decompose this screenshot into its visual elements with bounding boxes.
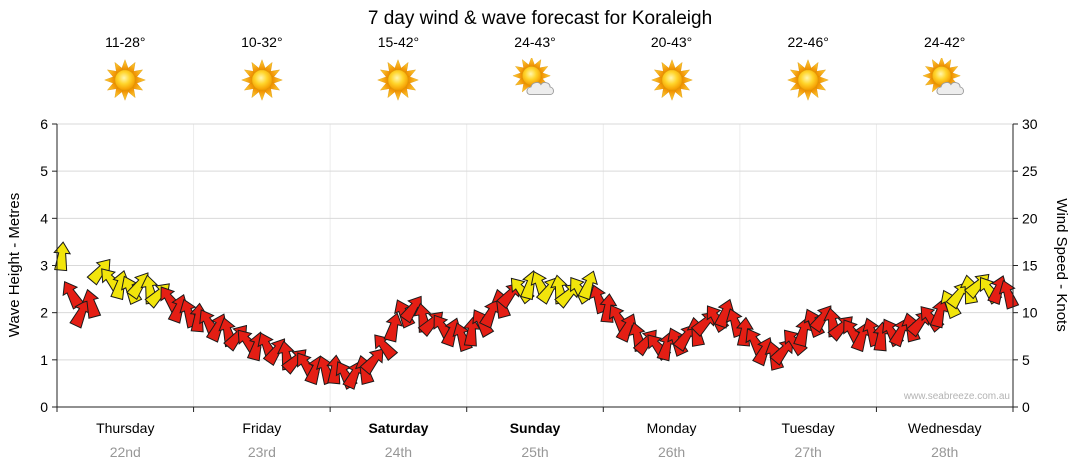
temp-range-saturday: 15-42°: [377, 34, 420, 50]
day-label-wednesday: Wednesday: [907, 420, 982, 436]
partly-cloudy-icon: [922, 58, 968, 102]
left-axis-label: Wave Height - Metres: [6, 192, 23, 338]
temp-range-thursday: 11-28°: [105, 34, 146, 50]
temp-range-sunday: 24-43°: [514, 34, 556, 50]
day-label-friday: Friday: [242, 420, 282, 436]
wind-arrow: [383, 312, 403, 343]
temp-range-tuesday: 22-46°: [787, 34, 829, 50]
wave-tick: 1: [40, 352, 48, 368]
partly-cloudy-icon: [512, 58, 558, 102]
wave-tick: 5: [40, 163, 48, 179]
knots-tick: 25: [1022, 163, 1038, 179]
sun-disc: [661, 69, 683, 91]
knots-tick: 20: [1022, 210, 1038, 226]
day-date-sunday: 25th: [521, 444, 549, 460]
chart-title: 7 day wind & wave forecast for Koraleigh: [367, 8, 713, 29]
day-date-friday: 23rd: [247, 444, 276, 460]
day-date-wednesday: 28th: [931, 444, 959, 460]
wave-tick: 3: [40, 258, 48, 274]
watermark: www.seabreeze.com.au: [903, 391, 1010, 402]
knots-tick: 15: [1022, 258, 1038, 274]
cloud-shape: [936, 82, 964, 96]
cloud-shape: [526, 82, 554, 96]
day-label-tuesday: Tuesday: [781, 420, 835, 436]
day-date-saturday: 24th: [384, 444, 413, 460]
sunny-icon: [239, 58, 285, 102]
day-date-thursday: 22nd: [109, 444, 141, 460]
wave-tick: 0: [40, 399, 48, 415]
knots-tick: 10: [1022, 305, 1038, 321]
wave-tick: 2: [40, 305, 48, 321]
temp-range-monday: 20-43°: [650, 34, 693, 50]
knots-tick: 30: [1022, 116, 1038, 132]
wind-arrow: [81, 288, 102, 319]
sunny-icon: [102, 58, 148, 102]
sun-disc: [251, 69, 273, 91]
sun-disc: [797, 69, 819, 91]
day-label-monday: Monday: [646, 420, 697, 436]
sun-disc: [387, 69, 409, 91]
day-label-saturday: Saturday: [368, 420, 429, 436]
sunny-icon: [649, 58, 695, 102]
temp-range-friday: 10-32°: [241, 34, 283, 50]
day-date-tuesday: 27th: [794, 444, 822, 460]
knots-tick: 5: [1022, 352, 1030, 368]
wave-tick: 4: [40, 210, 48, 226]
sunny-icon: [785, 58, 831, 102]
knots-tick: 0: [1022, 399, 1030, 415]
wind-arrow: [577, 270, 598, 301]
day-date-monday: 26th: [657, 444, 686, 460]
right-axis-label: Wind Speed - Knots: [1053, 198, 1070, 332]
sunny-icon: [375, 58, 421, 102]
wind-arrow: [53, 241, 72, 272]
wind-arrow: [359, 348, 384, 376]
day-label-sunday: Sunday: [509, 420, 561, 436]
wind-arrow: [769, 339, 794, 366]
temp-range-wednesday: 24-42°: [924, 34, 966, 50]
sun-disc: [114, 69, 136, 91]
wave-tick: 6: [40, 116, 48, 132]
day-label-thursday: Thursday: [96, 420, 155, 436]
wind-arrow: [462, 316, 481, 347]
